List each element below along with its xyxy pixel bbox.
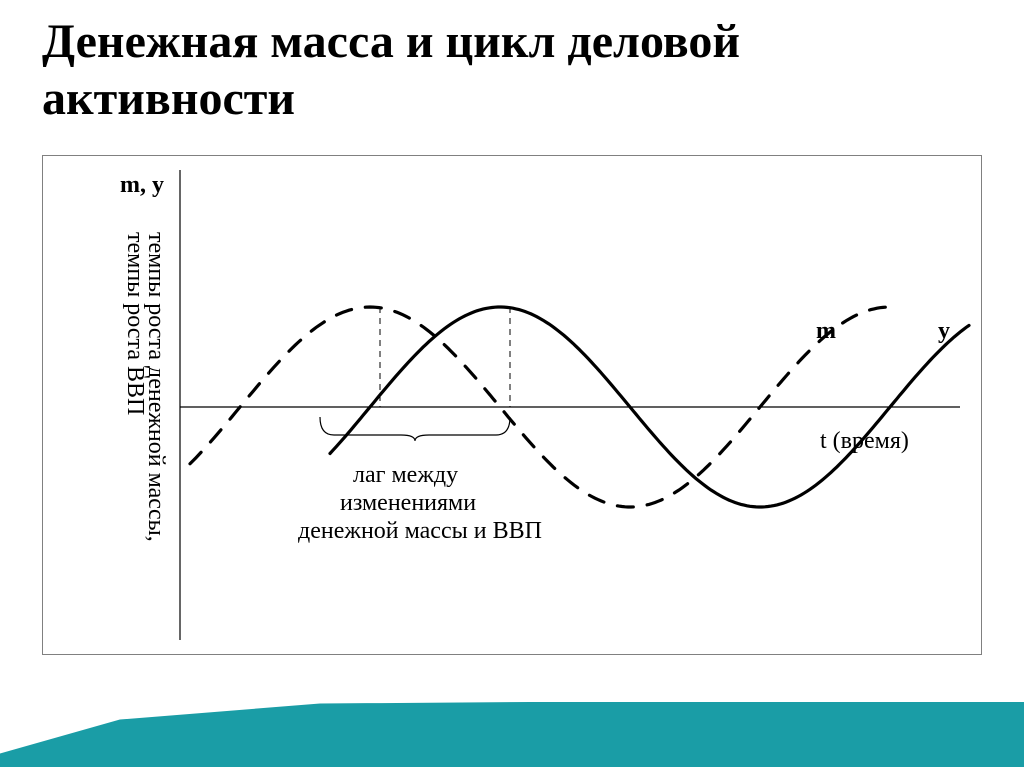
lag-caption-line-1: лаг между bbox=[353, 462, 458, 489]
x-axis-label: t (время) bbox=[820, 428, 909, 455]
slide: Денежная масса и цикл деловой активности… bbox=[0, 0, 1024, 767]
y-axis-label: m, y bbox=[120, 172, 164, 199]
accent-bar bbox=[0, 702, 1024, 767]
curve-m-label: m bbox=[816, 318, 836, 345]
lag-caption-line-2: изменениями bbox=[340, 490, 476, 517]
accent-bar-svg bbox=[0, 702, 1024, 767]
lag-caption-line-3: денежной массы и ВВП bbox=[298, 518, 542, 545]
vertical-axis-caption-2: темпы роста денежной массы, bbox=[142, 232, 169, 542]
curve-y-label: y bbox=[938, 318, 950, 345]
accent-shape bbox=[0, 702, 1024, 767]
